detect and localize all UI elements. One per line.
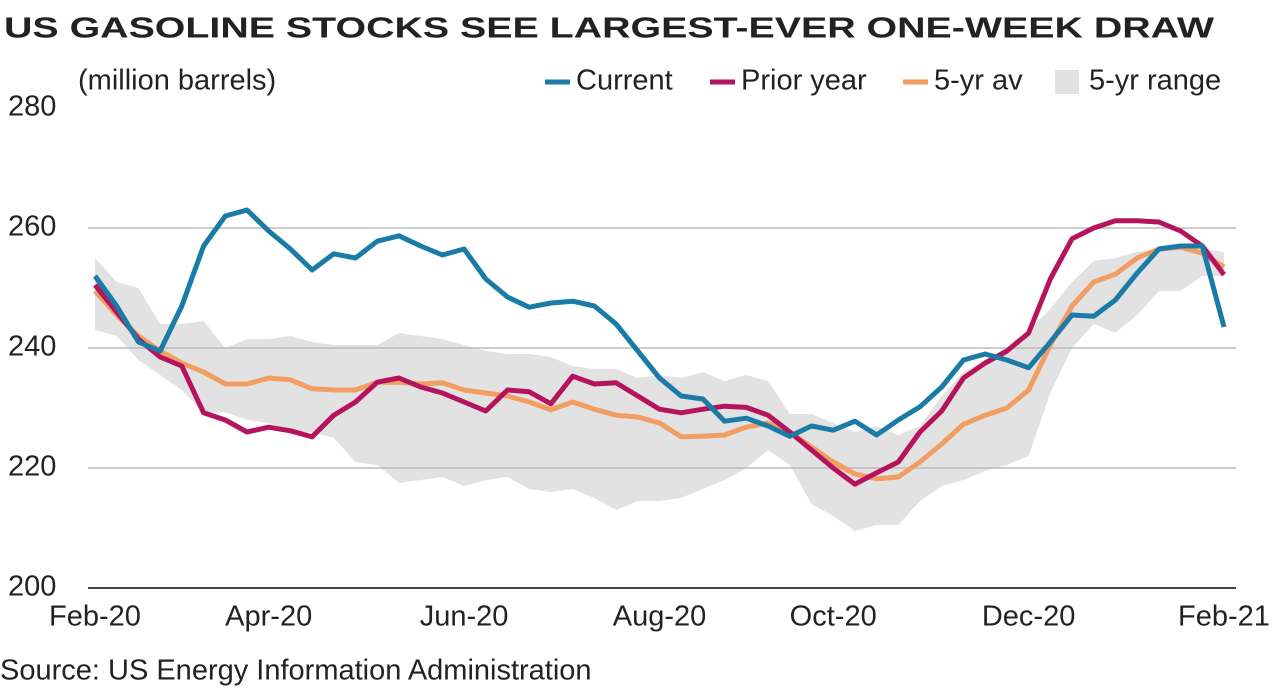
x-tick-label: Feb-20 (49, 601, 141, 633)
y-tick-label: 260 (8, 211, 56, 243)
x-tick-label: Dec-20 (982, 601, 1076, 633)
line (93, 218, 1226, 487)
x-tick-label: Aug-20 (613, 601, 707, 633)
legend-swatch (1055, 70, 1079, 94)
y-tick-label: 280 (8, 91, 56, 123)
line (93, 244, 1226, 482)
plot-area (88, 207, 1236, 589)
legend-label: Current (576, 65, 673, 97)
range-area (95, 246, 1224, 531)
subtitle: (million barrels) (78, 65, 276, 97)
x-tick-label: Apr-20 (225, 601, 312, 633)
source: Source: US Energy Information Administra… (0, 655, 592, 687)
y-tick-label: 240 (8, 331, 56, 363)
x-tick-label: Jun-20 (420, 601, 509, 633)
x-tick-label: Feb-21 (1178, 601, 1270, 633)
legend-label: 5-yr range (1089, 65, 1221, 97)
legend-label: 5-yr av (934, 65, 1023, 97)
y-tick-label: 200 (8, 571, 56, 603)
legend: Current Prior year 5-yr av 5-yr range (545, 65, 1221, 97)
x-tick-label: Oct-20 (790, 601, 877, 633)
line (92, 207, 1227, 439)
y-tick-label: 220 (8, 451, 56, 483)
chart-title: US GASOLINE STOCKS SEE LARGEST-EVER ONE-… (4, 13, 1215, 45)
legend-label: Prior year (741, 65, 867, 97)
